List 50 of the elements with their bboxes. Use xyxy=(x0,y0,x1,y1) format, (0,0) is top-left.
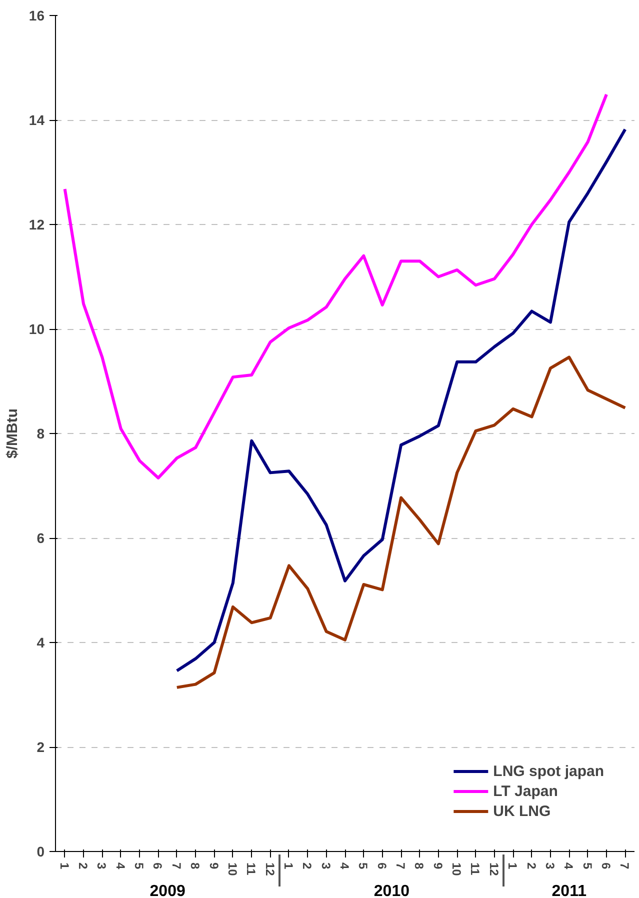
x-tick-label: 11 xyxy=(244,862,258,876)
x-tick-label: 10 xyxy=(450,862,464,876)
x-tick-label: 10 xyxy=(225,862,240,876)
x-tick-label: 2 xyxy=(76,862,90,870)
text: 2010 xyxy=(374,882,410,898)
x-tick-label: 5 xyxy=(356,862,370,870)
y-tick-label: 10 xyxy=(28,321,45,337)
x-tick-label: 3 xyxy=(318,862,333,870)
x-tick-label: 6 xyxy=(374,862,389,870)
x-tick-label: 11 xyxy=(468,862,482,876)
x-tick-label: 7 xyxy=(169,862,184,870)
x-tick-label: 9 xyxy=(430,862,445,870)
legend-label: LNG spot japan xyxy=(493,762,604,780)
x-tick-label: 3 xyxy=(542,862,557,870)
x-tick-label: 1 xyxy=(57,862,72,870)
y-tick-label: 14 xyxy=(28,112,45,128)
x-tick-label: 9 xyxy=(206,862,221,870)
text: 2011 xyxy=(552,882,587,898)
x-tick-label: 6 xyxy=(598,862,613,870)
x-tick-label: 7 xyxy=(394,862,408,870)
x-tick-label: 12 xyxy=(486,862,501,876)
x-tick-label: 5 xyxy=(132,862,146,870)
y-tick-label: 2 xyxy=(36,739,45,755)
x-tick-label: 8 xyxy=(412,862,426,870)
x-tick-label: 4 xyxy=(338,862,352,870)
y-tick-label: 16 xyxy=(28,8,45,24)
x-tick-label: 12 xyxy=(262,862,277,876)
x-tick-label: 2 xyxy=(300,862,314,870)
text: 2009 xyxy=(150,882,186,898)
x-tick-label: 3 xyxy=(94,862,109,870)
x-tick-label: 8 xyxy=(188,862,202,870)
x-tick-label: 6 xyxy=(150,862,165,870)
x-tick-label: 7 xyxy=(618,862,632,870)
x-tick-label: 1 xyxy=(281,862,296,870)
x-tick-label: 4 xyxy=(562,862,576,870)
y-tick-label: 8 xyxy=(36,426,45,442)
y-tick-label: 12 xyxy=(28,216,45,232)
line-series xyxy=(175,356,627,689)
legend-label: UK LNG xyxy=(493,802,551,820)
y-tick-label: 6 xyxy=(36,530,45,546)
x-tick-label: 4 xyxy=(113,862,128,870)
x-tick-label: 2 xyxy=(524,862,538,870)
x-tick-label: 5 xyxy=(580,862,594,870)
y-tick-label: 0 xyxy=(36,844,45,860)
y-tick-label: 4 xyxy=(36,634,45,650)
y-axis-title: $/MBtu xyxy=(4,408,21,458)
x-tick-label: 1 xyxy=(506,862,520,870)
line-series xyxy=(175,128,627,672)
line-series xyxy=(63,92,608,480)
legend-label: LT Japan xyxy=(493,782,558,800)
